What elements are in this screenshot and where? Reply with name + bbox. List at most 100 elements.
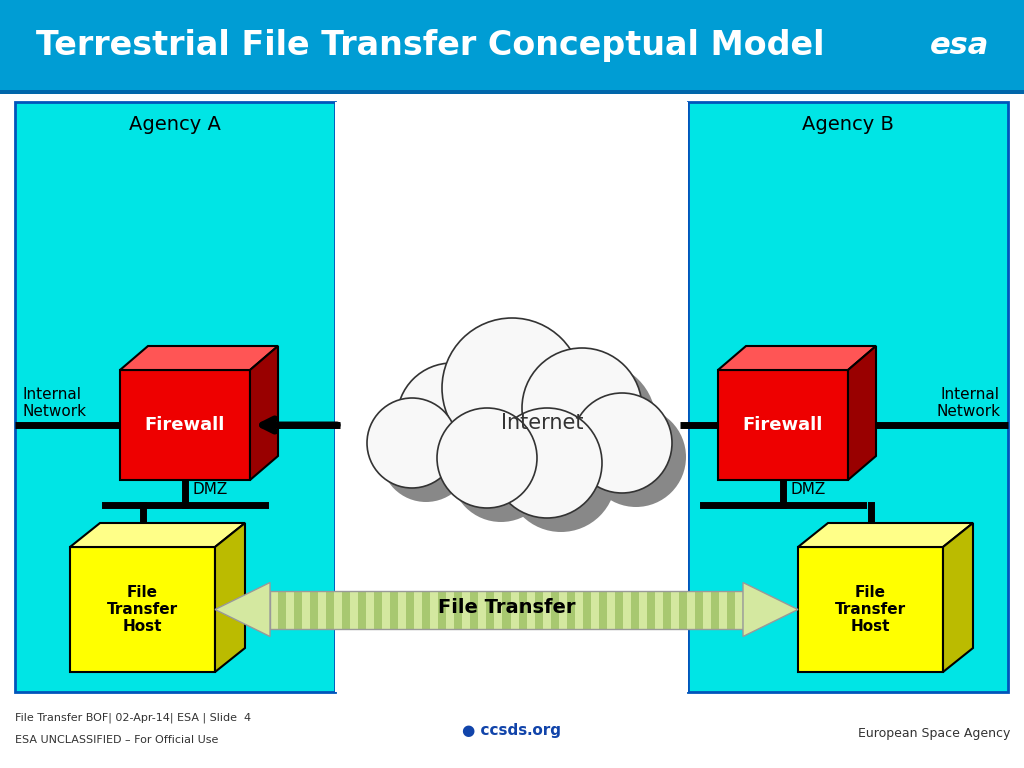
Text: ● ccsds․org: ● ccsds․org (463, 723, 561, 737)
Bar (415, 591, 422, 628)
Circle shape (451, 422, 551, 522)
Bar (335, 102, 688, 692)
Polygon shape (718, 370, 848, 480)
Bar (15, 102, 335, 692)
Bar (639, 591, 647, 628)
Bar (663, 591, 671, 628)
Bar (438, 591, 446, 628)
Bar (407, 591, 415, 628)
Bar (367, 591, 374, 628)
Text: Terrestrial File Transfer Conceptual Model: Terrestrial File Transfer Conceptual Mod… (36, 28, 824, 61)
Bar (358, 591, 367, 628)
Circle shape (397, 363, 507, 473)
Text: File Transfer BOF| 02-Apr-14| ESA | Slide  4: File Transfer BOF| 02-Apr-14| ESA | Slid… (15, 713, 251, 723)
Bar (654, 591, 663, 628)
Bar (543, 591, 551, 628)
Bar (294, 591, 302, 628)
Bar (671, 591, 679, 628)
Bar (623, 591, 631, 628)
Bar (302, 591, 310, 628)
Text: Agency B: Agency B (802, 114, 894, 134)
Circle shape (437, 408, 537, 508)
Bar (503, 591, 511, 628)
Bar (711, 591, 719, 628)
Polygon shape (70, 523, 245, 547)
Bar (390, 591, 398, 628)
Text: DMZ: DMZ (791, 482, 826, 497)
Text: Firewall: Firewall (742, 416, 823, 434)
Bar (0, 90, 1024, 94)
Bar (495, 591, 503, 628)
Bar (310, 591, 318, 628)
Bar (566, 591, 574, 628)
Bar (470, 591, 478, 628)
Bar (0, 0, 1024, 90)
Circle shape (586, 407, 686, 507)
Bar (551, 591, 559, 628)
Polygon shape (848, 346, 876, 480)
Bar (382, 591, 390, 628)
Bar (422, 591, 430, 628)
Bar (270, 591, 279, 628)
Polygon shape (943, 523, 973, 672)
Bar (0, 700, 1024, 768)
Bar (286, 591, 294, 628)
Circle shape (536, 362, 656, 482)
Circle shape (522, 348, 642, 468)
Bar (478, 591, 486, 628)
Text: Internet: Internet (501, 413, 584, 433)
Text: Firewall: Firewall (144, 416, 225, 434)
Text: Agency A: Agency A (129, 114, 221, 134)
Circle shape (381, 412, 471, 502)
Polygon shape (120, 370, 250, 480)
Polygon shape (743, 582, 798, 637)
Circle shape (367, 398, 457, 488)
Text: File
Transfer
Host: File Transfer Host (835, 584, 906, 634)
Bar (526, 591, 535, 628)
Bar (518, 591, 526, 628)
Bar (559, 591, 566, 628)
Polygon shape (120, 346, 278, 370)
Bar (688, 102, 1008, 692)
Bar (318, 591, 326, 628)
Bar (326, 591, 334, 628)
Text: European Space Agency: European Space Agency (858, 727, 1010, 740)
Bar (455, 591, 463, 628)
Polygon shape (250, 346, 278, 480)
Circle shape (506, 422, 616, 532)
Text: Internal
Network: Internal Network (23, 386, 87, 419)
Text: esa: esa (931, 31, 989, 59)
Bar (374, 591, 382, 628)
Bar (430, 591, 438, 628)
Text: ESA UNCLASSIFIED – For Official Use: ESA UNCLASSIFIED – For Official Use (15, 735, 218, 745)
Bar (599, 591, 606, 628)
Circle shape (442, 318, 582, 458)
Bar (511, 591, 518, 628)
Polygon shape (718, 346, 876, 370)
Bar (446, 591, 455, 628)
Polygon shape (215, 582, 270, 637)
Bar (702, 591, 711, 628)
Bar (727, 591, 735, 628)
Bar (574, 591, 583, 628)
Bar (535, 591, 543, 628)
Bar (591, 591, 599, 628)
Text: File Transfer: File Transfer (437, 598, 575, 617)
Polygon shape (798, 523, 973, 547)
Circle shape (492, 408, 602, 518)
Circle shape (456, 332, 596, 472)
Bar (279, 591, 286, 628)
Polygon shape (70, 547, 215, 672)
Bar (583, 591, 591, 628)
Bar (486, 591, 495, 628)
Bar (270, 591, 743, 628)
Circle shape (572, 393, 672, 493)
Bar (606, 591, 614, 628)
Text: File
Transfer
Host: File Transfer Host (106, 584, 178, 634)
Polygon shape (215, 523, 245, 672)
Bar (695, 591, 702, 628)
Bar (631, 591, 639, 628)
Polygon shape (798, 547, 943, 672)
Bar (647, 591, 654, 628)
Bar (687, 591, 695, 628)
